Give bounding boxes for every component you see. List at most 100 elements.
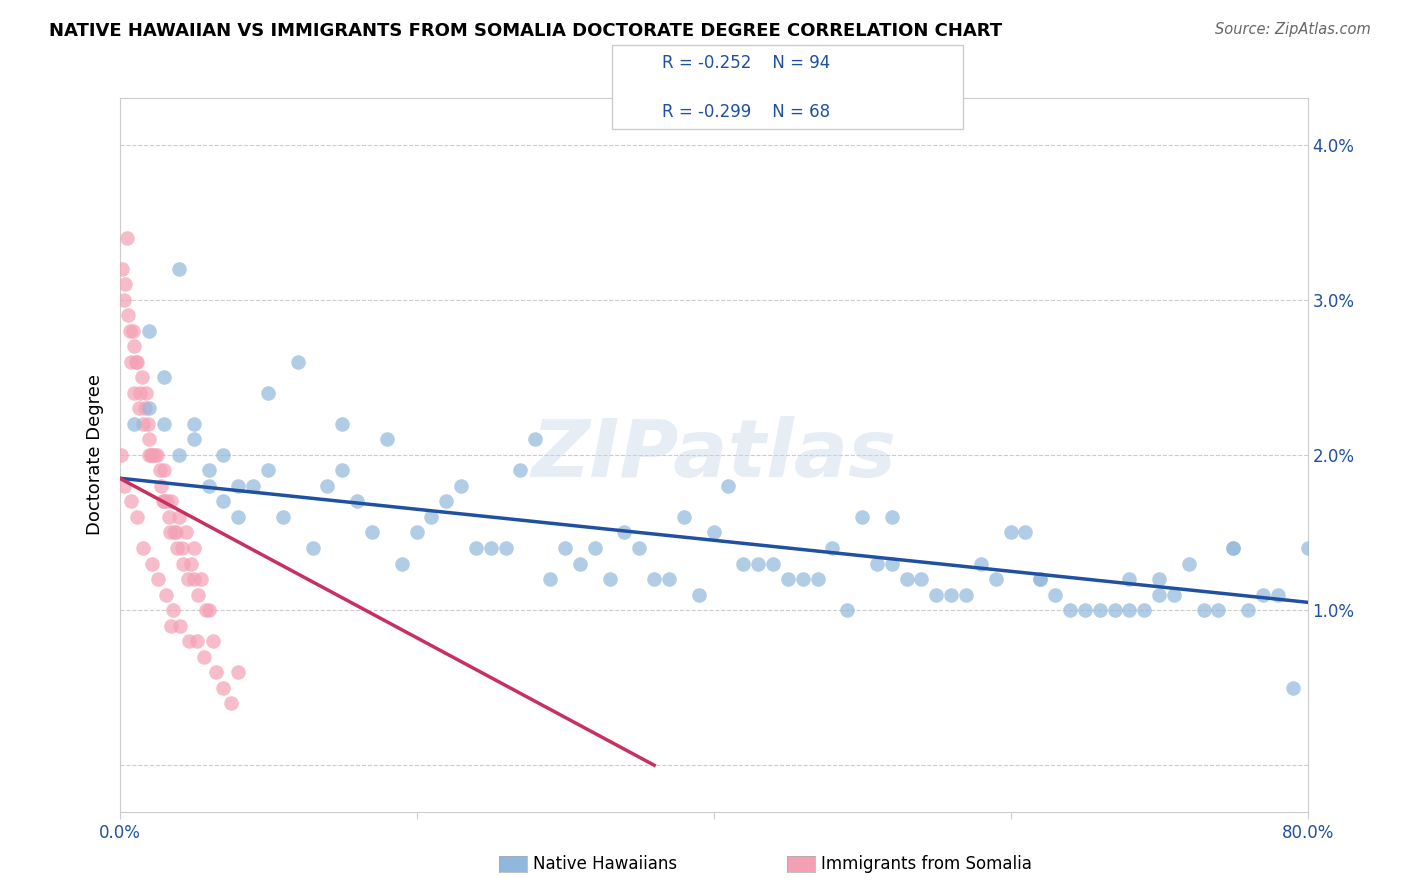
Point	[166, 541, 188, 555]
Point	[1192, 603, 1215, 617]
Point	[146, 572, 169, 586]
Point	[420, 510, 443, 524]
Point	[135, 385, 157, 400]
Point	[1267, 588, 1289, 602]
Point	[172, 557, 194, 571]
Point	[880, 510, 903, 524]
Text: R = -0.252    N = 94: R = -0.252 N = 94	[662, 54, 831, 72]
Point	[187, 588, 209, 602]
Point	[124, 339, 146, 353]
Point	[219, 696, 242, 710]
Point	[125, 355, 148, 369]
Point	[450, 479, 472, 493]
Point	[271, 510, 294, 524]
Point	[138, 448, 160, 462]
Point	[1251, 588, 1274, 602]
Point	[1208, 603, 1230, 617]
Point	[583, 541, 606, 555]
Point	[165, 525, 187, 540]
Point	[153, 417, 176, 431]
Point	[152, 494, 174, 508]
Point	[228, 665, 250, 679]
Point	[495, 541, 517, 555]
Text: Immigrants from Somalia: Immigrants from Somalia	[821, 855, 1032, 873]
Text: Source: ZipAtlas.com: Source: ZipAtlas.com	[1215, 22, 1371, 37]
Point	[138, 401, 160, 416]
Point	[361, 525, 384, 540]
Point	[139, 448, 162, 462]
Point	[880, 557, 903, 571]
Point	[162, 603, 184, 617]
Point	[792, 572, 814, 586]
Point	[169, 618, 191, 632]
Point	[117, 308, 139, 322]
Point	[138, 324, 160, 338]
Text: Native Hawaiians: Native Hawaiians	[533, 855, 678, 873]
Point	[910, 572, 932, 586]
Point	[1118, 603, 1140, 617]
Point	[599, 572, 621, 586]
Point	[131, 370, 153, 384]
Point	[939, 588, 962, 602]
Point	[1029, 572, 1052, 586]
Point	[132, 541, 155, 555]
Point	[925, 588, 948, 602]
Point	[762, 557, 785, 571]
Point	[156, 494, 179, 508]
Point	[160, 494, 183, 508]
Point	[212, 494, 235, 508]
Point	[391, 557, 413, 571]
Point	[955, 588, 977, 602]
Point	[183, 541, 205, 555]
Point	[136, 417, 159, 431]
Point	[194, 603, 217, 617]
Point	[1147, 588, 1170, 602]
Point	[747, 557, 769, 571]
Text: ZIPatlas: ZIPatlas	[531, 416, 896, 494]
Point	[479, 541, 502, 555]
Point	[688, 588, 710, 602]
Point	[120, 355, 142, 369]
Point	[120, 494, 142, 508]
Point	[163, 525, 186, 540]
Point	[330, 463, 353, 477]
Point	[970, 557, 993, 571]
Point	[149, 463, 172, 477]
Point	[228, 510, 250, 524]
Point	[837, 603, 859, 617]
Point	[202, 634, 225, 648]
Point	[672, 510, 695, 524]
Point	[127, 355, 149, 369]
Point	[821, 541, 844, 555]
Point	[717, 479, 740, 493]
Point	[1147, 572, 1170, 586]
Point	[193, 649, 215, 664]
Point	[110, 448, 132, 462]
Point	[1118, 572, 1140, 586]
Point	[538, 572, 561, 586]
Point	[1222, 541, 1244, 555]
Point	[138, 433, 160, 447]
Point	[212, 681, 235, 695]
Point	[434, 494, 457, 508]
Point	[183, 433, 205, 447]
Point	[1237, 603, 1260, 617]
Point	[183, 417, 205, 431]
Point	[111, 261, 134, 276]
Point	[141, 448, 163, 462]
Point	[153, 494, 176, 508]
Point	[613, 525, 636, 540]
Point	[1133, 603, 1156, 617]
Point	[509, 463, 531, 477]
Point	[776, 572, 799, 586]
Point	[330, 417, 353, 431]
Point	[1104, 603, 1126, 617]
Text: NATIVE HAWAIIAN VS IMMIGRANTS FROM SOMALIA DOCTORATE DEGREE CORRELATION CHART: NATIVE HAWAIIAN VS IMMIGRANTS FROM SOMAL…	[49, 22, 1002, 40]
Point	[643, 572, 665, 586]
Point	[160, 618, 183, 632]
Point	[375, 433, 398, 447]
Point	[1088, 603, 1111, 617]
Point	[896, 572, 918, 586]
Point	[733, 557, 755, 571]
Point	[153, 370, 176, 384]
